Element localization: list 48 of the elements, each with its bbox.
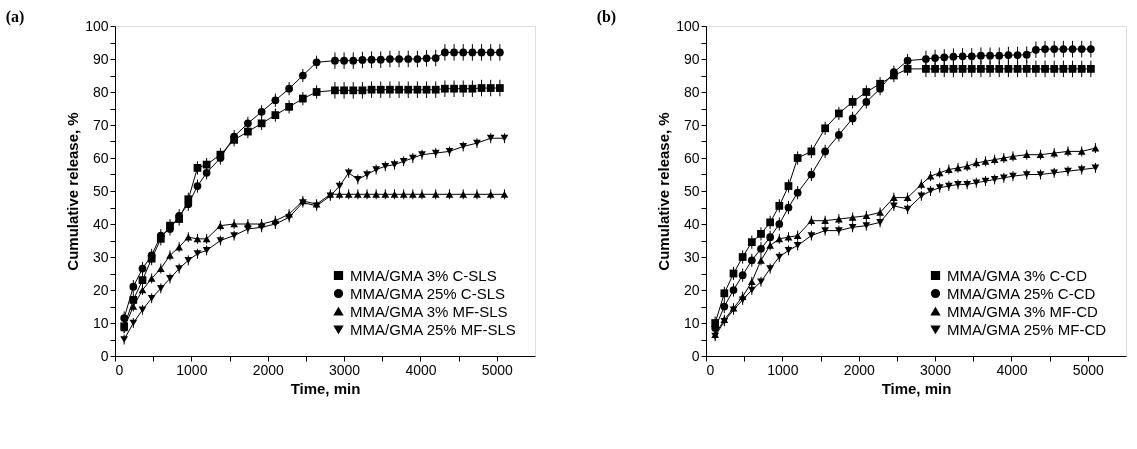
y-tick-label: 40 (92, 215, 109, 232)
y-tick-label: 100 (85, 17, 109, 34)
y-tick-label: 90 (683, 50, 700, 67)
y-tick-label: 90 (92, 50, 109, 67)
x-tick-label: 5000 (481, 361, 514, 378)
x-tick-label: 2000 (843, 361, 876, 378)
y-tick-label: 20 (92, 281, 109, 298)
x-tick-label: 3000 (920, 361, 952, 378)
legend-label: MMA/GMA 3% C-SLS (350, 266, 497, 284)
x-tick-label: 3000 (329, 361, 361, 378)
legend-label: MMA/GMA 3% MF-SLS (350, 302, 508, 320)
y-tick-label: 40 (683, 215, 700, 232)
y-tick-label: 70 (92, 116, 109, 133)
legend-label: MMA/GMA 25% MF-CD (947, 320, 1107, 338)
y-tick-label: 10 (683, 314, 700, 331)
x-tick-label: 5000 (1072, 361, 1105, 378)
y-tick-label: 80 (92, 83, 109, 100)
y-tick-label: 0 (691, 347, 700, 364)
x-tick-label: 0 (115, 361, 124, 378)
y-tick-label: 50 (683, 182, 700, 199)
legend-label: MMA/GMA 25% C-SLS (350, 284, 506, 302)
legend-label: MMA/GMA 25% C-CD (947, 284, 1096, 302)
chart-title: (b) (596, 8, 617, 26)
y-axis-title: Cumulative release, % (655, 112, 673, 271)
y-tick-label: 30 (683, 248, 700, 265)
legend-label: MMA/GMA 3% C-CD (947, 266, 1088, 284)
x-axis-title: Time, min (290, 379, 361, 397)
y-tick-label: 0 (100, 347, 109, 364)
x-axis-title: Time, min (881, 379, 952, 397)
y-tick-label: 30 (92, 248, 109, 265)
y-tick-label: 100 (676, 17, 700, 34)
legend-label: MMA/GMA 25% MF-SLS (350, 320, 516, 338)
y-tick-label: 70 (683, 116, 700, 133)
x-tick-label: 1000 (767, 361, 799, 378)
y-tick-label: 60 (683, 149, 700, 166)
x-tick-label: 4000 (996, 361, 1028, 378)
y-tick-label: 10 (92, 314, 109, 331)
y-tick-label: 60 (92, 149, 109, 166)
x-tick-label: 2000 (252, 361, 285, 378)
y-axis-title: Cumulative release, % (64, 112, 82, 271)
chart-title: (a) (5, 8, 25, 26)
x-tick-label: 1000 (176, 361, 208, 378)
legend-label: MMA/GMA 3% MF-CD (947, 302, 1098, 320)
x-tick-label: 4000 (405, 361, 437, 378)
y-tick-label: 80 (683, 83, 700, 100)
y-tick-label: 20 (683, 281, 700, 298)
y-tick-label: 50 (92, 182, 109, 199)
x-tick-label: 0 (706, 361, 715, 378)
